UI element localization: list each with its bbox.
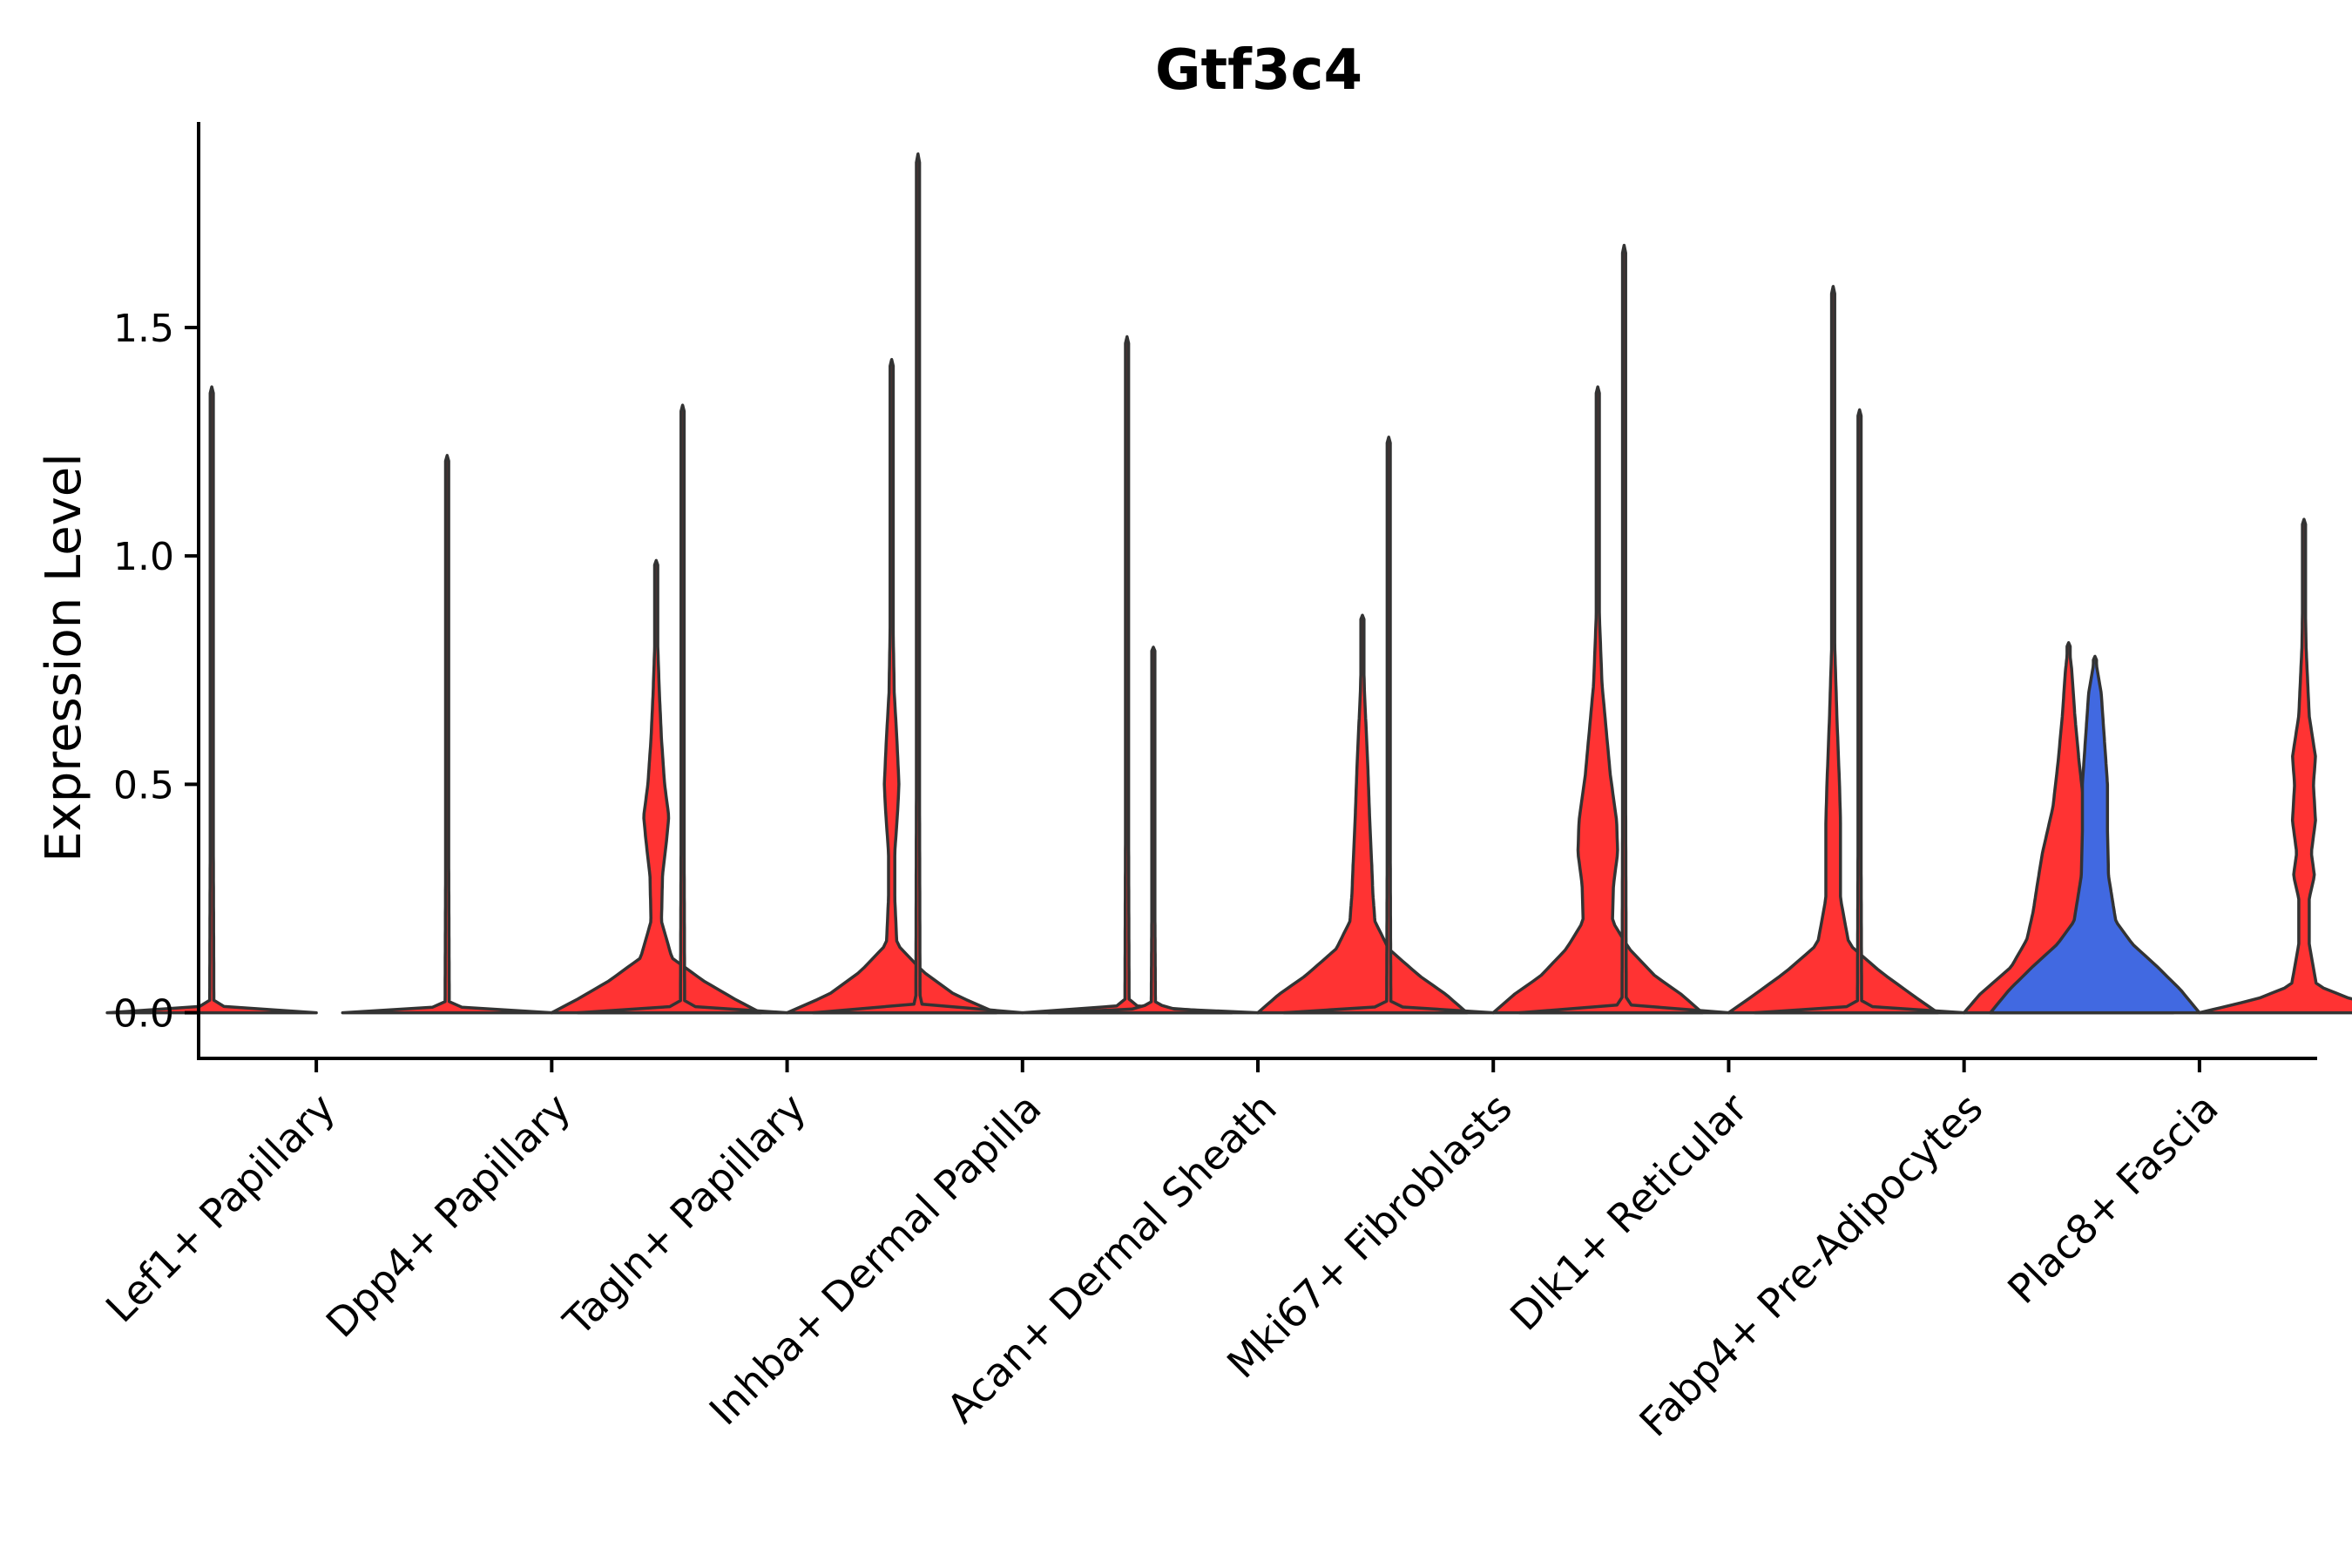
chart-title: Gtf3c4	[1155, 38, 1362, 103]
violin-5-left	[1282, 436, 1495, 1015]
y-axis-label: Expression Level	[36, 453, 92, 862]
violin-8-left	[1989, 654, 2201, 1015]
y-tick-label: 0.0	[113, 992, 174, 1037]
violin-2-left	[576, 403, 789, 1015]
x-tick-label: Lef1+ Papillary	[97, 1085, 344, 1332]
violin-4-left	[1047, 645, 1260, 1015]
x-tick-label: Tagln+ Papillary	[554, 1085, 815, 1346]
violin-layer	[105, 152, 2352, 1015]
y-tick-label: 1.5	[113, 307, 174, 351]
violin-3-left	[812, 152, 1024, 1015]
violin-8-right	[2198, 517, 2352, 1015]
y-tick-label: 1.0	[113, 535, 174, 579]
violin-5-right	[1491, 385, 1704, 1015]
violin-7-left	[1753, 408, 1966, 1015]
violin-6-left	[1517, 243, 1731, 1015]
x-tick-label: Dlk1+ Reticular	[1501, 1085, 1756, 1340]
violin-6-right	[1727, 285, 1940, 1015]
violin-1-right	[550, 558, 763, 1015]
y-ticks: 0.0 0.5 1.0 1.5	[113, 307, 199, 1037]
y-tick-label: 0.5	[113, 763, 174, 808]
x-tick-label: Plac8+ Fascia	[1998, 1085, 2227, 1313]
violin-4-right	[1256, 613, 1469, 1015]
violin-1-left	[341, 454, 554, 1015]
violin-0-left	[105, 385, 318, 1015]
violin-2-right	[785, 357, 998, 1015]
violin-3-right	[1021, 335, 1233, 1015]
x-tick-label: Dpp4+ Papillary	[317, 1085, 579, 1347]
